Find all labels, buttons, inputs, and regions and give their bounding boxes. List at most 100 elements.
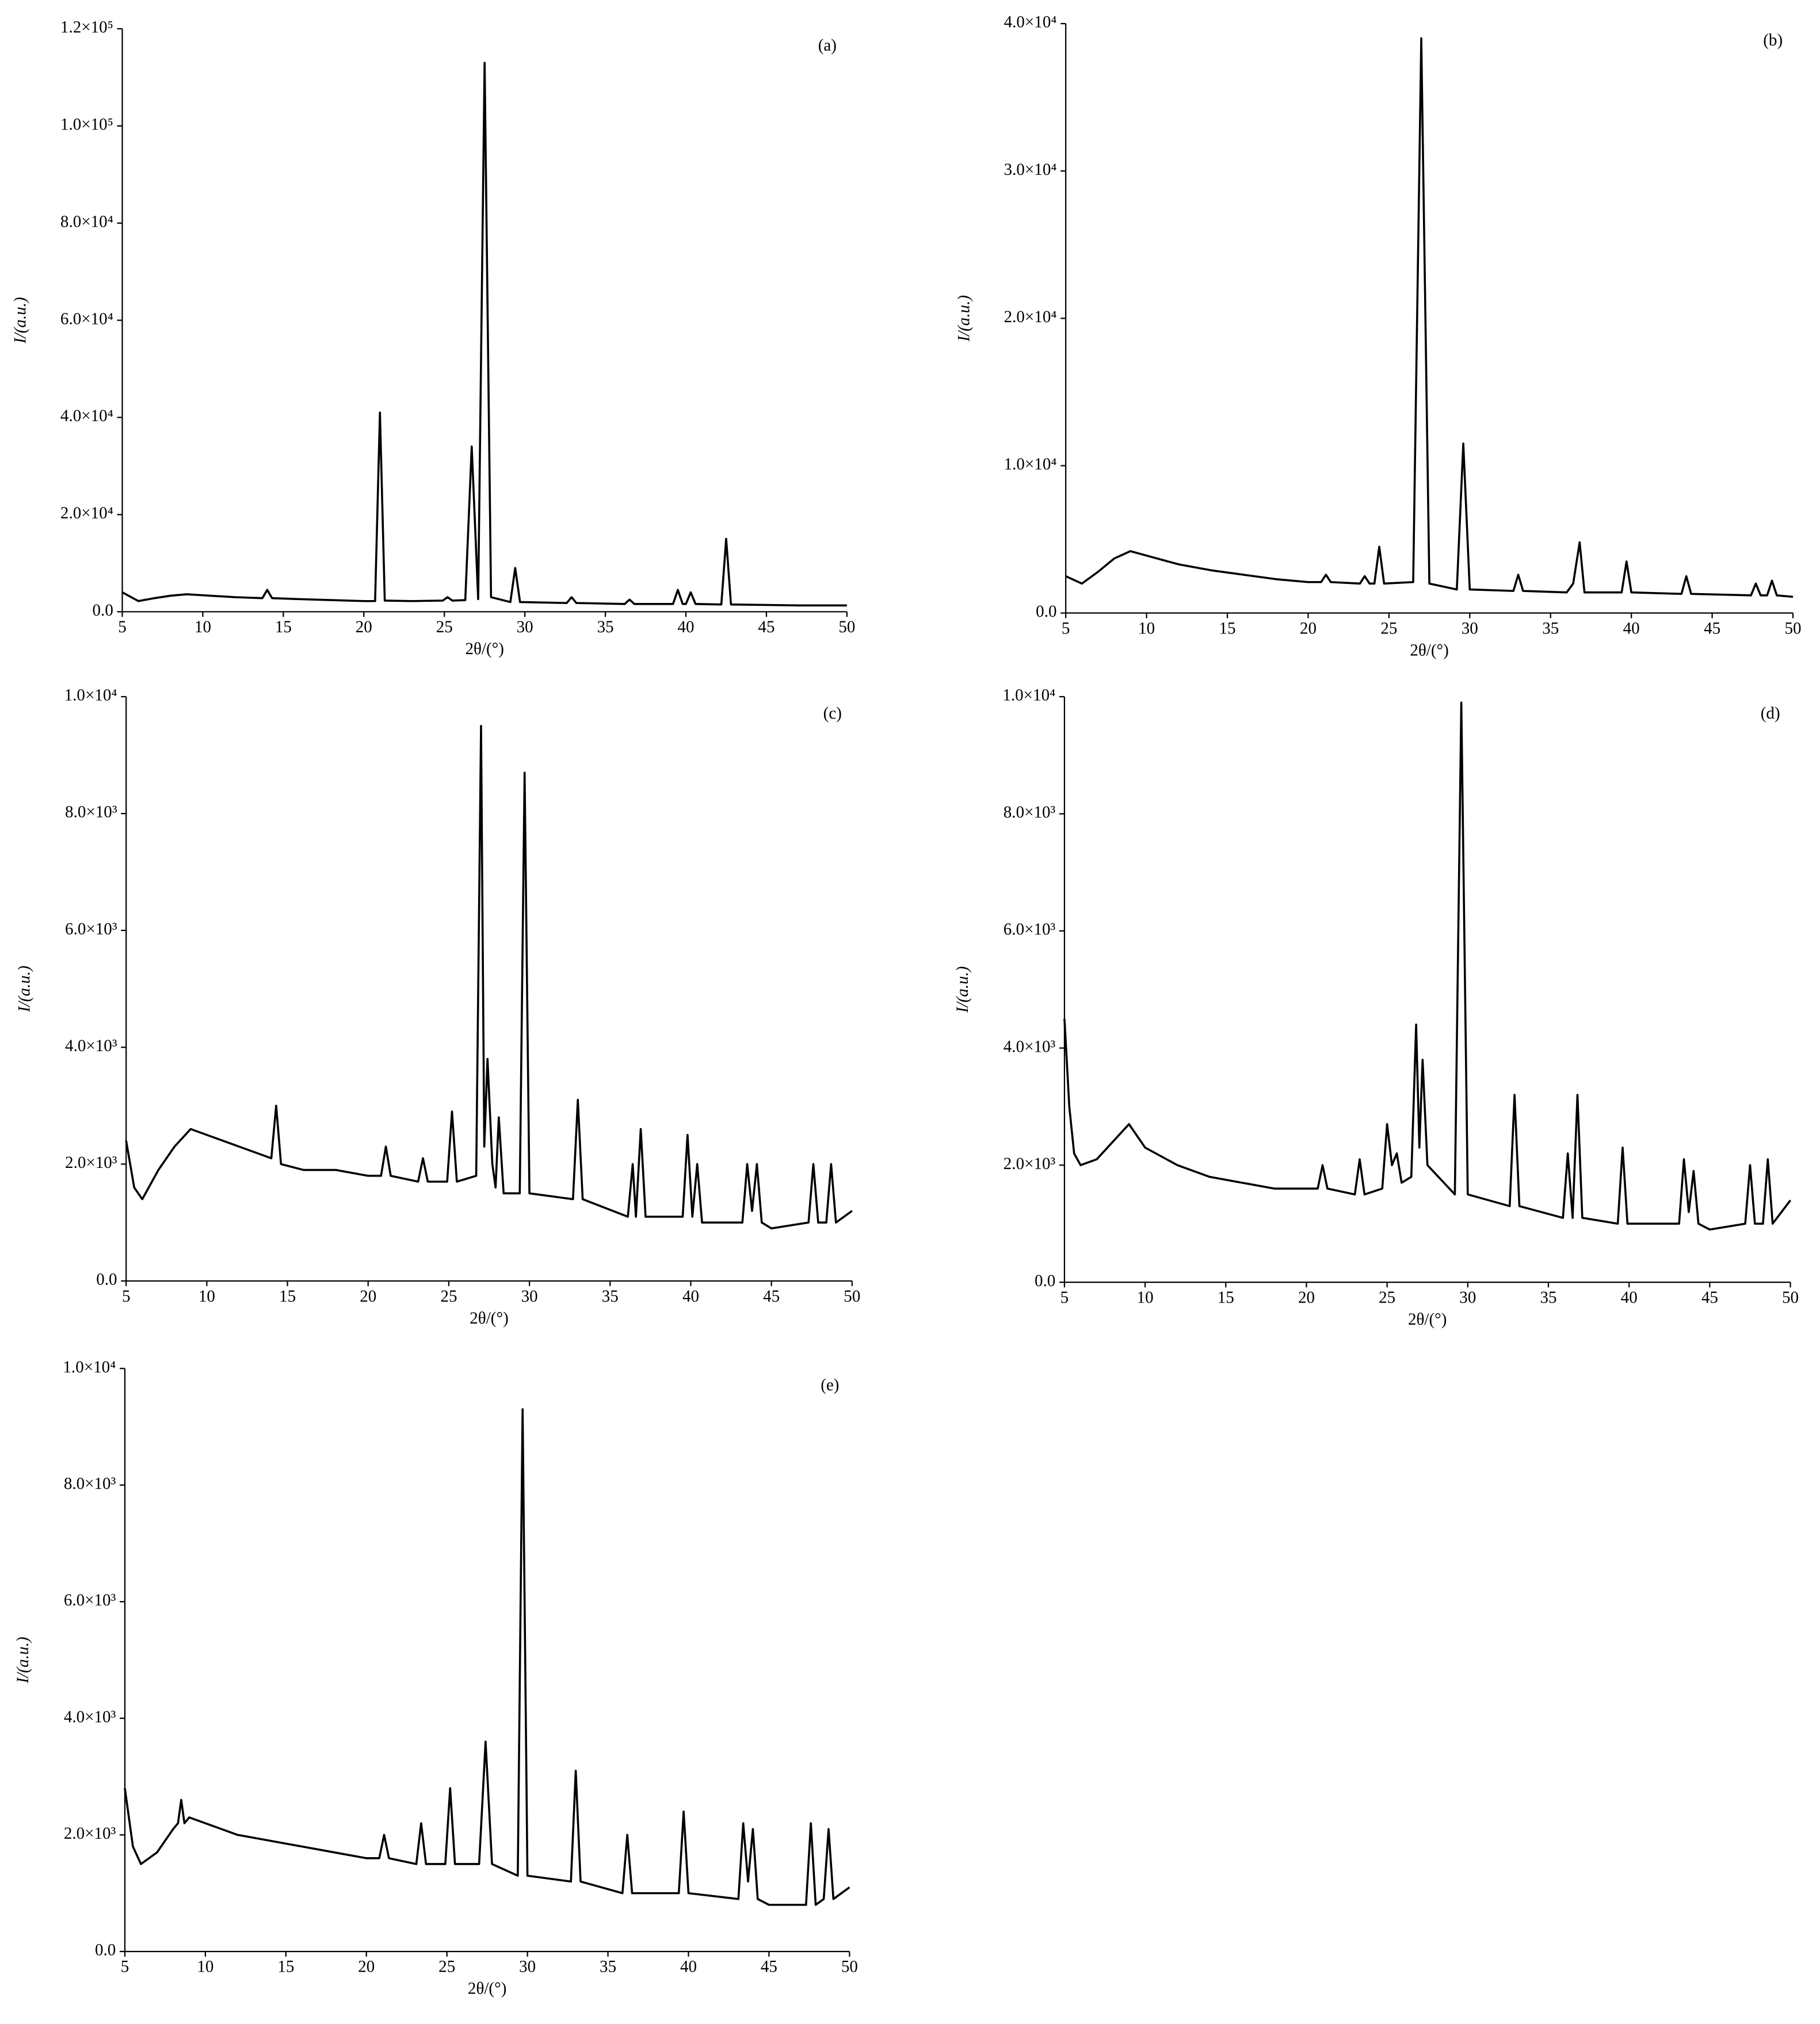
y-tick-label: 8.0×10⁴ <box>60 212 113 231</box>
panel: 0.0 2.0×10³ 4.0×10³ 6.0×10³ 8.0×10³ 1.0×10⁴ 5 1… <box>14 1358 858 1998</box>
x-tick-label: 35 <box>1542 619 1559 637</box>
panel: 0.0 2.0×10³ 4.0×10³ 6.0×10³ 8.0×10³ 1.0×10⁴ 5 1… <box>15 686 860 1328</box>
y-tick-label: 1.0×10⁴ <box>1004 455 1057 473</box>
x-tick-label: 10 <box>194 618 211 636</box>
x-tick-label: 10 <box>1137 1289 1154 1307</box>
x-tick-label: 25 <box>1379 1289 1395 1307</box>
x-tick-label: 20 <box>358 1958 375 1976</box>
panel-label: (e) <box>821 1376 839 1395</box>
x-tick-label: 40 <box>682 1287 699 1305</box>
y-tick-label: 4.0×10⁴ <box>1004 13 1057 32</box>
x-tick-label: 25 <box>438 1958 455 1976</box>
y-tick-label: 2.0×10³ <box>64 1824 116 1843</box>
x-tick-label: 20 <box>360 1287 376 1305</box>
xrd-line <box>125 724 853 1229</box>
x-tick-label: 45 <box>1704 619 1720 637</box>
x-tick-label: 5 <box>1062 619 1070 637</box>
panel: 0.0 2.0×10³ 4.0×10³ 6.0×10³ 8.0×10³ 1.0×10⁴ 5 1… <box>953 686 1799 1329</box>
panel: 0.0 2.0×10⁴ 4.0×10⁴ 6.0×10⁴ 8.0×10⁴ 1.0×10⁵ 1.… <box>12 18 856 658</box>
x-axis-label: 2θ/(°) <box>1408 1311 1447 1329</box>
x-tick-label: 25 <box>436 618 453 636</box>
x-tick-label: 35 <box>597 618 614 636</box>
x-tick-label: 45 <box>761 1958 777 1976</box>
x-tick-label: 40 <box>680 1958 697 1976</box>
x-tick-label: 50 <box>1784 619 1801 637</box>
x-tick-label: 40 <box>1621 1289 1638 1307</box>
x-tick-label: 15 <box>275 618 292 636</box>
x-tick-label: 50 <box>1782 1289 1799 1307</box>
x-tick-label: 5 <box>118 618 127 636</box>
y-tick-label: 6.0×10³ <box>65 920 117 938</box>
y-tick-label: 2.0×10³ <box>1004 1155 1056 1173</box>
panel-label: (d) <box>1761 704 1780 723</box>
x-tick-label: 20 <box>1300 619 1317 637</box>
x-tick-label: 20 <box>356 618 372 636</box>
x-axis-label: 2θ/(°) <box>1410 641 1449 659</box>
x-tick-label: 10 <box>199 1287 215 1305</box>
x-tick-label: 15 <box>277 1958 294 1976</box>
x-axis-label: 2θ/(°) <box>470 1309 509 1327</box>
x-tick-label: 45 <box>1701 1289 1718 1307</box>
x-tick-label: 35 <box>602 1287 619 1305</box>
y-tick-label: 0.0 <box>95 1941 116 1960</box>
y-tick-label: 1.0×10⁴ <box>1002 686 1055 705</box>
x-tick-label: 35 <box>600 1958 616 1976</box>
x-tick-label: 5 <box>1060 1289 1069 1307</box>
x-tick-label: 20 <box>1298 1289 1315 1307</box>
panel-label: (c) <box>823 704 842 723</box>
y-tick-label: 1.0×10⁴ <box>63 1358 116 1376</box>
x-tick-label: 30 <box>519 1958 536 1976</box>
x-tick-label: 10 <box>1138 619 1155 637</box>
x-tick-label: 10 <box>197 1958 213 1976</box>
y-tick-label: 4.0×10³ <box>64 1708 116 1726</box>
y-tick-label: 1.0×10⁵ <box>60 116 113 134</box>
x-tick-label: 40 <box>1623 619 1640 637</box>
y-tick-label: 0.0 <box>1035 1271 1055 1290</box>
y-tick-label: 0.0 <box>93 601 113 620</box>
y-tick-label: 2.0×10³ <box>65 1154 117 1172</box>
xrd-line <box>1063 701 1791 1231</box>
panel: 0.0 1.0×10⁴ 2.0×10⁴ 3.0×10⁴ 4.0×10⁴ 5 10 15 20 25… <box>955 13 1801 660</box>
y-tick-label: 8.0×10³ <box>1004 803 1056 822</box>
x-axis-label: 2θ/(°) <box>465 640 504 658</box>
x-tick-label: 15 <box>279 1287 296 1305</box>
xrd-line <box>124 1408 850 1906</box>
x-tick-label: 25 <box>440 1287 457 1305</box>
y-tick-label: 6.0×10³ <box>64 1591 116 1610</box>
x-tick-label: 50 <box>844 1287 860 1305</box>
xrd-line <box>121 62 847 607</box>
x-tick-label: 50 <box>838 618 855 636</box>
x-axis-label: 2θ/(°) <box>468 1980 507 1998</box>
x-tick-label: 50 <box>841 1958 858 1976</box>
x-tick-label: 30 <box>1462 619 1478 637</box>
y-axis-label: I/(a.u.) <box>955 295 973 342</box>
x-tick-label: 30 <box>517 618 533 636</box>
x-tick-label: 15 <box>1219 619 1235 637</box>
xrd-line <box>1065 37 1794 598</box>
y-tick-label: 2.0×10⁴ <box>60 504 113 522</box>
x-tick-label: 30 <box>521 1287 538 1305</box>
y-tick-label: 6.0×10³ <box>1004 921 1056 939</box>
x-tick-label: 35 <box>1540 1289 1556 1307</box>
panel-label: (b) <box>1763 31 1783 49</box>
y-axis-label: I/(a.u.) <box>953 967 972 1014</box>
x-tick-label: 45 <box>758 618 774 636</box>
y-tick-label: 0.0 <box>1036 602 1056 621</box>
y-tick-label: 4.0×10³ <box>65 1037 117 1055</box>
y-tick-label: 8.0×10³ <box>65 803 117 822</box>
y-axis-label: I/(a.u.) <box>15 965 33 1013</box>
x-tick-label: 45 <box>763 1287 780 1305</box>
y-tick-label: 8.0×10³ <box>64 1475 116 1493</box>
y-tick-label: 2.0×10⁴ <box>1004 308 1057 326</box>
x-tick-label: 25 <box>1380 619 1397 637</box>
y-tick-label: 1.2×10⁵ <box>60 18 113 37</box>
x-tick-label: 40 <box>677 618 694 636</box>
y-tick-label: 4.0×10⁴ <box>60 407 113 425</box>
panel-label: (a) <box>818 36 837 55</box>
x-tick-label: 5 <box>121 1958 129 1976</box>
x-tick-label: 30 <box>1459 1289 1476 1307</box>
y-tick-label: 0.0 <box>96 1270 117 1289</box>
x-tick-label: 5 <box>122 1287 131 1305</box>
